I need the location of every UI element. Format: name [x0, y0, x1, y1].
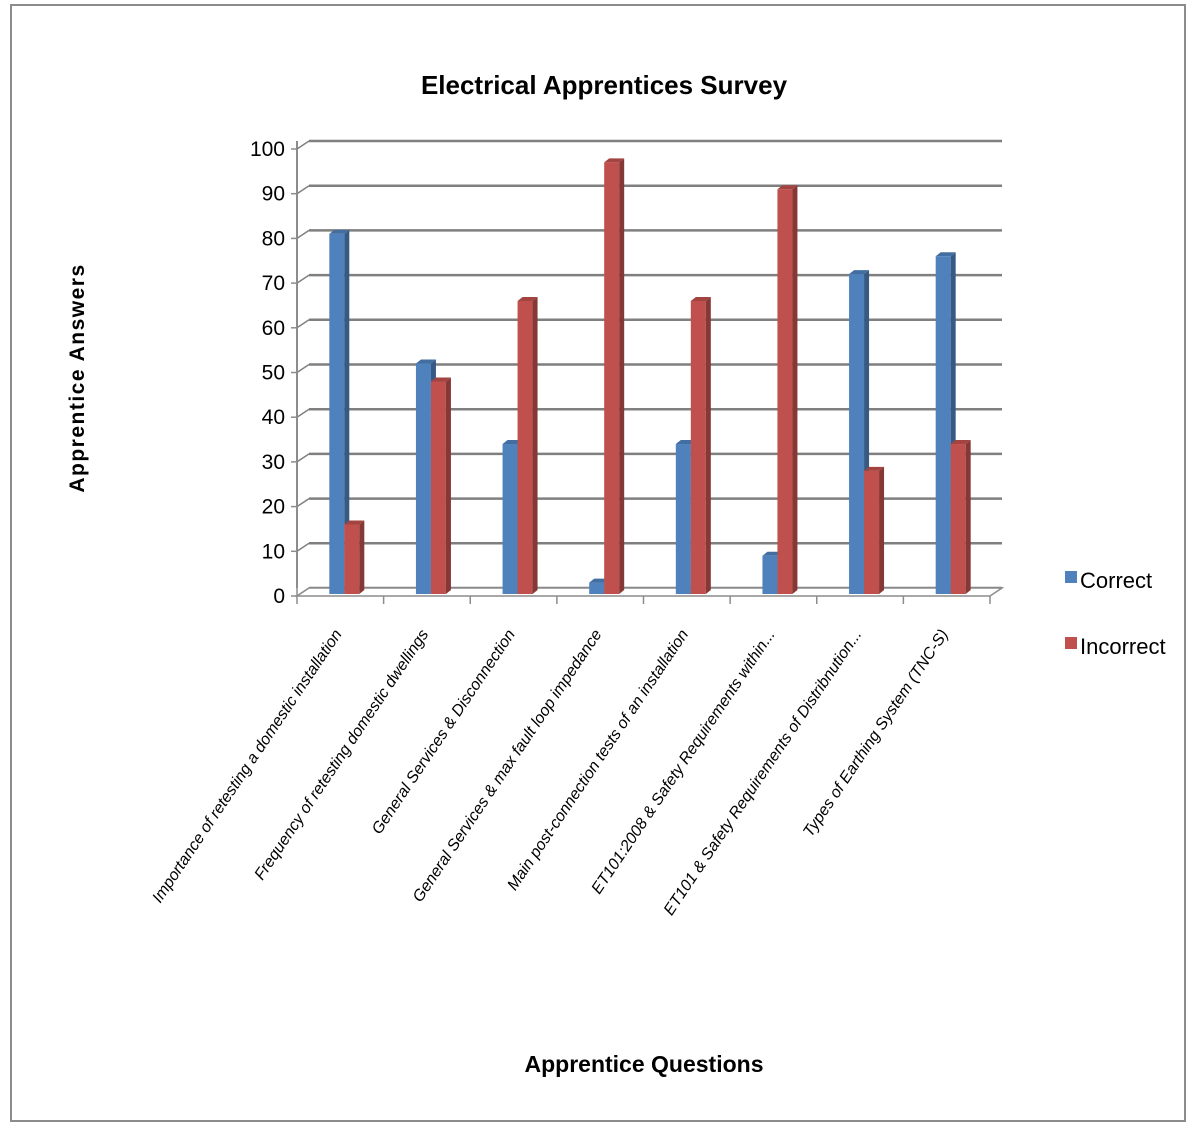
bar-front-face	[777, 189, 793, 595]
bar-top-face	[344, 520, 365, 525]
bar-front-face	[950, 444, 966, 594]
y-tick-label: 30	[262, 451, 285, 474]
bar-front-face	[502, 444, 518, 594]
bar-chart: Electrical Apprentices Survey Apprentice…	[66, 70, 1166, 1077]
x-category-label: Types of Earthing System (TNC-S)	[800, 627, 952, 840]
bar-top-face	[864, 466, 885, 471]
x-category-label: Main post-connection tests of an install…	[504, 627, 692, 894]
gridline-connector	[296, 542, 310, 552]
gridline-connector	[296, 185, 310, 195]
bar-correct-1	[329, 229, 350, 594]
bar-top-face	[604, 158, 625, 163]
gridline-connector	[296, 229, 310, 240]
legend-swatch-incorrect	[1065, 637, 1077, 649]
bar-incorrect-5	[690, 296, 711, 594]
bars	[296, 158, 991, 604]
bar-top-face	[935, 252, 956, 257]
bar-front-face	[589, 582, 605, 594]
bar-top-face	[415, 359, 436, 364]
bar-side-face	[619, 158, 625, 594]
x-category-label: ET101:2008 & Safety Requirements within.…	[589, 627, 779, 898]
y-tick-label: 100	[250, 138, 285, 161]
bar-front-face	[430, 381, 446, 594]
bar-side-face	[359, 520, 365, 594]
bar-front-face	[762, 555, 778, 594]
y-tick-label: 80	[262, 227, 285, 250]
y-tick-label: 0	[273, 585, 285, 608]
bar-top-face	[950, 440, 971, 445]
y-tick-label: 10	[262, 540, 285, 563]
bar-front-face	[329, 233, 345, 594]
bar-front-face	[935, 256, 951, 594]
bar-front-face	[864, 470, 880, 594]
bar-top-face	[430, 377, 451, 382]
gridline-connector	[296, 319, 310, 329]
bar-side-face	[705, 296, 711, 594]
x-category-label: General Services & max fault loop impeda…	[410, 627, 606, 906]
x-category-label: Frequency of retesting domestic dwelling…	[252, 627, 433, 883]
bar-top-face	[777, 185, 798, 190]
y-axis-title: Apprentice Answers	[66, 263, 89, 492]
bar-front-face	[690, 300, 706, 594]
bar-top-face	[690, 296, 711, 301]
y-tick-label: 70	[262, 272, 285, 295]
legend-label-correct: Correct	[1080, 568, 1152, 593]
bar-incorrect-7	[864, 466, 885, 594]
legend-swatch-correct	[1065, 571, 1077, 583]
bar-incorrect-3	[517, 296, 538, 594]
bar-side-face	[965, 440, 971, 594]
y-tick-label: 20	[262, 496, 285, 519]
chart-frame: Electrical Apprentices Survey Apprentice…	[10, 4, 1186, 1122]
bar-side-face	[879, 466, 885, 594]
y-tick-label: 60	[262, 317, 285, 340]
gridline-connector	[296, 140, 310, 150]
bar-top-face	[329, 229, 350, 234]
bar-side-face	[445, 377, 451, 594]
chart-title: Electrical Apprentices Survey	[421, 70, 788, 100]
gridline-connector	[296, 497, 310, 508]
bar-side-face	[532, 296, 538, 594]
bar-front-face	[675, 444, 691, 594]
gridlines	[294, 139, 1005, 597]
x-axis-category-labels: Importance of retesting a domestic insta…	[150, 627, 952, 919]
y-axis-ticks: 0 10 20 30 40 50 60 70 80 90 100	[250, 138, 297, 608]
bar-side-face	[344, 229, 350, 594]
gridline-connector	[296, 408, 310, 418]
legend-label-incorrect: Incorrect	[1080, 634, 1166, 659]
gridline-connector	[296, 274, 310, 284]
bar-incorrect-8	[950, 440, 971, 594]
bar-front-face	[415, 363, 431, 594]
bar-incorrect-6	[777, 185, 798, 595]
chart-floor	[294, 587, 1005, 597]
bar-front-face	[849, 274, 865, 594]
bar-top-face	[517, 296, 538, 301]
x-category-label: ET101 & Safety Requirements of Distribnu…	[661, 627, 866, 919]
bar-top-face	[849, 270, 870, 275]
bar-front-face	[517, 300, 533, 594]
bar-incorrect-1	[344, 520, 365, 594]
y-tick-label: 50	[262, 362, 285, 385]
y-tick-label: 40	[262, 406, 285, 429]
bar-side-face	[792, 185, 798, 595]
bar-front-face	[604, 162, 620, 594]
bar-front-face	[344, 524, 360, 594]
x-category-label: Importance of retesting a domestic insta…	[150, 627, 346, 906]
gridline-connector	[296, 363, 310, 374]
x-axis-title: Apprentice Questions	[525, 1051, 764, 1077]
y-tick-label: 90	[262, 183, 285, 206]
gridline-connector	[296, 453, 310, 463]
x-category-label: General Services & Disconnection	[369, 627, 519, 838]
legend: Correct Incorrect	[1065, 568, 1166, 659]
bar-incorrect-2	[430, 377, 451, 594]
bar-incorrect-4	[604, 158, 625, 594]
